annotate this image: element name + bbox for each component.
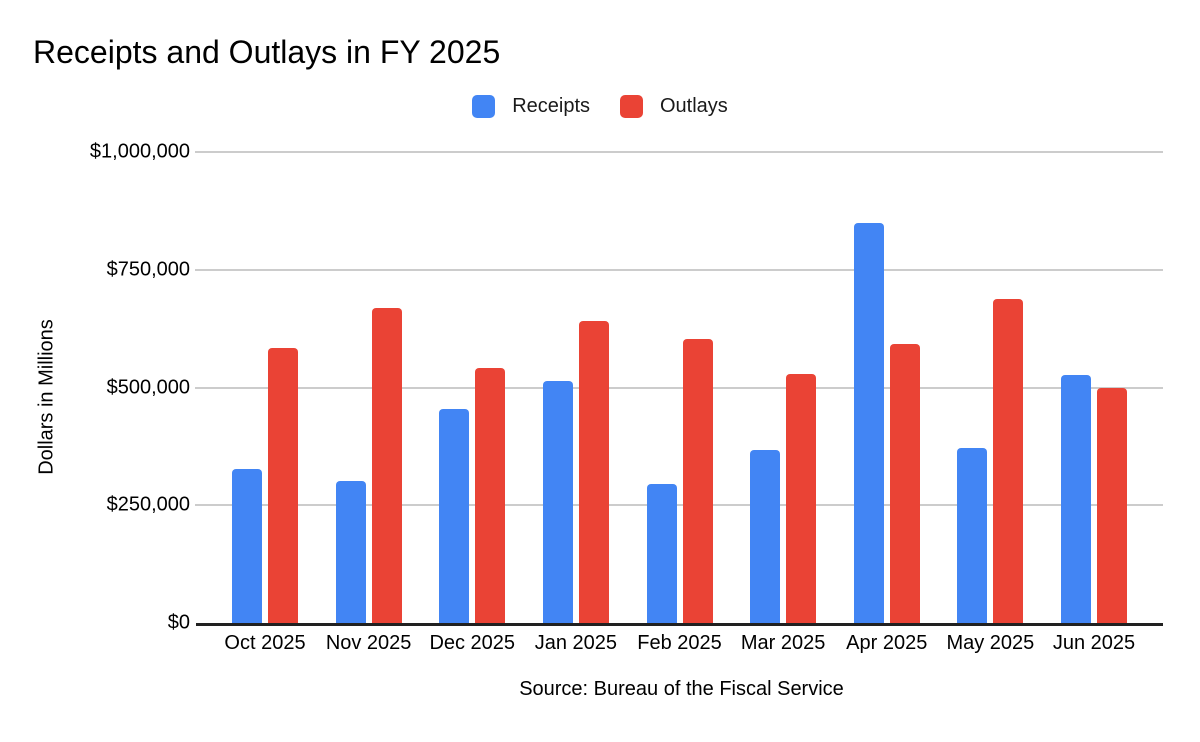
chart-title: Receipts and Outlays in FY 2025 <box>33 34 501 70</box>
x-tick-label: Feb 2025 <box>637 632 722 654</box>
bar-group-jan-2025 <box>542 320 609 623</box>
x-tick-label: Dec 2025 <box>429 632 516 654</box>
bar-receipts-apr-2025[interactable] <box>853 222 884 623</box>
x-tick-slot: Jun 2025 <box>1053 632 1135 655</box>
gridline <box>195 269 1163 271</box>
bar-receipts-oct-2025[interactable] <box>232 469 262 623</box>
bar-receipts-dec-2025[interactable] <box>439 408 470 623</box>
bar-outlays-oct-2025[interactable] <box>268 347 298 623</box>
plot-area <box>195 151 1163 627</box>
bar-outlays-apr-2025[interactable] <box>889 344 920 623</box>
gridline <box>195 504 1163 506</box>
x-axis-tick-labels: Oct 2025 Nov 2025 Dec 2025 Jan 2025 Feb 2025… <box>200 632 1163 655</box>
y-tick-label: $250,000 <box>106 493 190 516</box>
bar-outlays-nov-2025[interactable] <box>371 308 402 623</box>
bar-group-mar-2025 <box>750 374 817 623</box>
bar-receipts-may-2025[interactable] <box>957 448 988 623</box>
bar-outlays-dec-2025[interactable] <box>475 368 506 623</box>
x-tick-slot: Feb 2025 <box>637 632 722 655</box>
legend: Receipts Outlays <box>0 94 1200 118</box>
legend-swatch-receipts <box>472 94 496 118</box>
bar-receipts-nov-2025[interactable] <box>335 480 366 623</box>
bar-group-apr-2025 <box>853 222 920 623</box>
bar-receipts-feb-2025[interactable] <box>646 483 677 623</box>
x-tick-label: Nov 2025 <box>325 632 412 654</box>
source-note: Source: Bureau of the Fiscal Service <box>519 678 844 700</box>
x-tick-label: Mar 2025 <box>740 632 826 654</box>
bar-group-feb-2025 <box>646 339 713 623</box>
x-tick-slot: Jan 2025 <box>535 632 617 655</box>
x-axis-line <box>196 623 1163 626</box>
x-tick-slot: Nov 2025 <box>326 632 412 655</box>
legend-item-outlays: Outlays <box>620 94 728 118</box>
bar-group-jun-2025 <box>1061 375 1127 623</box>
x-tick-label: May 2025 <box>946 632 1035 654</box>
bar-outlays-may-2025[interactable] <box>993 299 1024 623</box>
bar-group-may-2025 <box>957 299 1024 623</box>
bar-group-nov-2025 <box>335 308 402 623</box>
bar-receipts-jun-2025[interactable] <box>1061 375 1091 623</box>
bar-group-oct-2025 <box>232 347 298 623</box>
bars-row <box>200 152 1163 623</box>
y-tick-label: $500,000 <box>106 376 190 399</box>
x-tick-label: Jan 2025 <box>534 632 618 654</box>
x-tick-slot: Apr 2025 <box>846 632 927 655</box>
x-tick-label: Jun 2025 <box>1052 632 1136 654</box>
x-tick-slot: May 2025 <box>946 632 1034 655</box>
bar-group-dec-2025 <box>439 368 506 623</box>
bar-outlays-jun-2025[interactable] <box>1097 388 1127 623</box>
legend-label: Receipts <box>512 94 590 117</box>
x-tick-label: Apr 2025 <box>846 632 928 654</box>
x-tick-slot: Oct 2025 <box>224 632 305 655</box>
bar-outlays-feb-2025[interactable] <box>682 339 713 623</box>
bar-outlays-jan-2025[interactable] <box>578 320 609 623</box>
legend-swatch-outlays <box>620 94 643 118</box>
x-tick-slot: Mar 2025 <box>741 632 826 655</box>
gridline <box>195 387 1163 389</box>
bar-outlays-mar-2025[interactable] <box>786 374 817 623</box>
legend-item-receipts: Receipts <box>472 94 590 118</box>
bar-receipts-jan-2025[interactable] <box>542 381 573 623</box>
y-tick-label: $0 <box>167 611 190 634</box>
legend-label: Outlays <box>660 94 728 117</box>
y-tick-label: $750,000 <box>106 258 190 281</box>
gridline <box>195 151 1163 153</box>
x-tick-label: Oct 2025 <box>224 632 306 654</box>
y-tick-label: $1,000,000 <box>89 140 190 163</box>
bar-receipts-mar-2025[interactable] <box>750 449 781 623</box>
x-tick-slot: Dec 2025 <box>429 632 515 655</box>
y-axis-tick-labels: $1,000,000 $750,000 $500,000 $250,000 $0 <box>0 141 190 634</box>
